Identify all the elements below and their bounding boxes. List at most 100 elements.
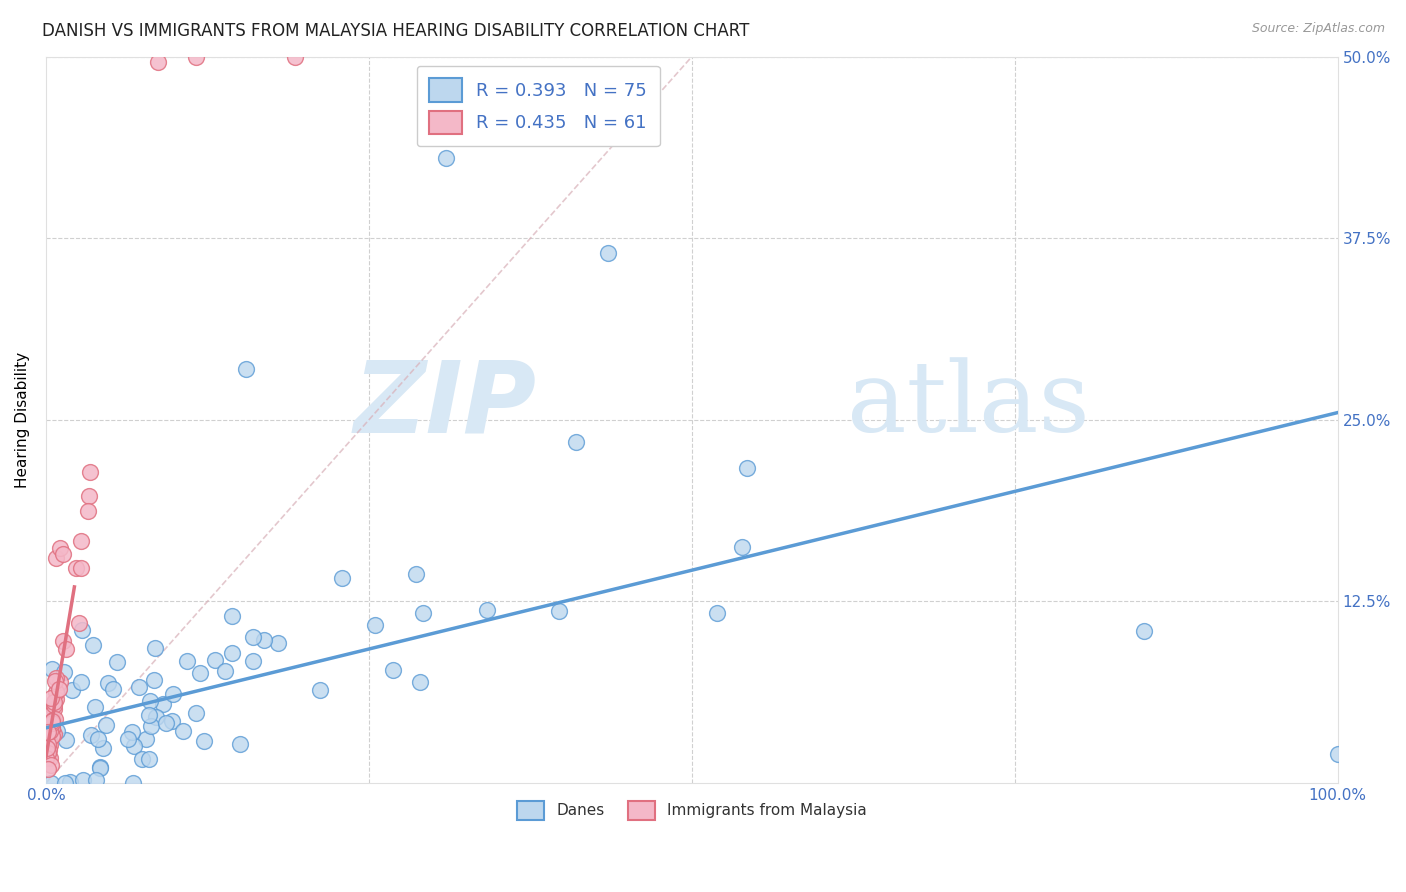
Point [39, 691, 62, 706]
Point [70, 561, 93, 575]
Point [162, 687, 184, 701]
Point [39, 724, 62, 739]
Point [49, 541, 72, 555]
Point [37, 737, 59, 751]
Point [42, 727, 65, 741]
Point [37, 751, 59, 765]
Point [93, 741, 115, 756]
Point [89, 760, 111, 774]
Point [37, 747, 59, 761]
Point [564, 434, 586, 449]
Point [65, 561, 87, 575]
Point [117, 732, 139, 747]
Point [39, 776, 62, 790]
Point [405, 567, 427, 582]
Point [214, 665, 236, 679]
Y-axis label: Hearing Disability: Hearing Disability [15, 351, 30, 488]
Point [186, 706, 208, 720]
Point [35, 744, 58, 758]
Point [37, 762, 59, 776]
Point [37, 723, 59, 737]
Point [475, 603, 498, 617]
Point [547, 604, 569, 618]
Point [41, 730, 63, 744]
Point [35, 751, 58, 765]
Point [229, 737, 252, 751]
Point [101, 682, 124, 697]
Point [52, 665, 75, 679]
Point [381, 663, 404, 677]
Point [172, 723, 194, 738]
Point [122, 776, 145, 790]
Point [41, 723, 63, 737]
Point [139, 719, 162, 733]
Point [221, 646, 243, 660]
Point [138, 708, 160, 723]
Point [308, 682, 330, 697]
Point [97, 676, 120, 690]
Point [408, 675, 430, 690]
Point [41, 722, 63, 736]
Point [142, 673, 165, 688]
Point [37, 740, 59, 755]
Point [37, 726, 59, 740]
Point [55, 641, 77, 656]
Point [94, 718, 117, 732]
Point [83, 699, 105, 714]
Point [35, 740, 58, 755]
Point [41, 722, 63, 736]
Point [38, 743, 60, 757]
Point [77, 504, 100, 518]
Text: Source: ZipAtlas.com: Source: ZipAtlas.com [1251, 22, 1385, 36]
Point [44, 701, 66, 715]
Point [38, 703, 60, 717]
Point [35, 728, 58, 742]
Point [193, 733, 215, 747]
Point [138, 752, 160, 766]
Point [49, 675, 72, 690]
Point [45, 692, 67, 706]
Point [184, 50, 207, 64]
Point [37, 733, 59, 747]
Point [146, 55, 169, 70]
Point [706, 607, 728, 621]
Point [67, 615, 90, 630]
Point [121, 725, 143, 739]
Point [45, 550, 67, 565]
Point [135, 732, 157, 747]
Point [37, 708, 59, 723]
Point [204, 653, 226, 667]
Point [128, 681, 150, 695]
Point [242, 630, 264, 644]
Point [176, 654, 198, 668]
Point [44, 713, 66, 727]
Point [37, 708, 59, 723]
Text: ZIP: ZIP [354, 357, 537, 454]
Point [45, 685, 67, 699]
Point [41, 662, 63, 676]
Point [122, 739, 145, 754]
Point [42, 714, 65, 728]
Point [52, 547, 75, 561]
Point [52, 634, 75, 648]
Point [267, 636, 290, 650]
Point [596, 245, 619, 260]
Point [160, 714, 183, 728]
Point [283, 50, 305, 64]
Point [252, 632, 274, 647]
Point [1326, 747, 1348, 761]
Point [38, 750, 60, 764]
Point [89, 761, 111, 775]
Point [46, 723, 69, 738]
Point [139, 694, 162, 708]
Point [131, 752, 153, 766]
Point [41, 714, 63, 728]
Point [80, 728, 103, 742]
Point [70, 534, 93, 549]
Point [364, 617, 387, 632]
Point [37, 725, 59, 739]
Point [60, 683, 83, 698]
Point [72, 773, 94, 788]
Point [38, 732, 60, 747]
Point [35, 729, 58, 743]
